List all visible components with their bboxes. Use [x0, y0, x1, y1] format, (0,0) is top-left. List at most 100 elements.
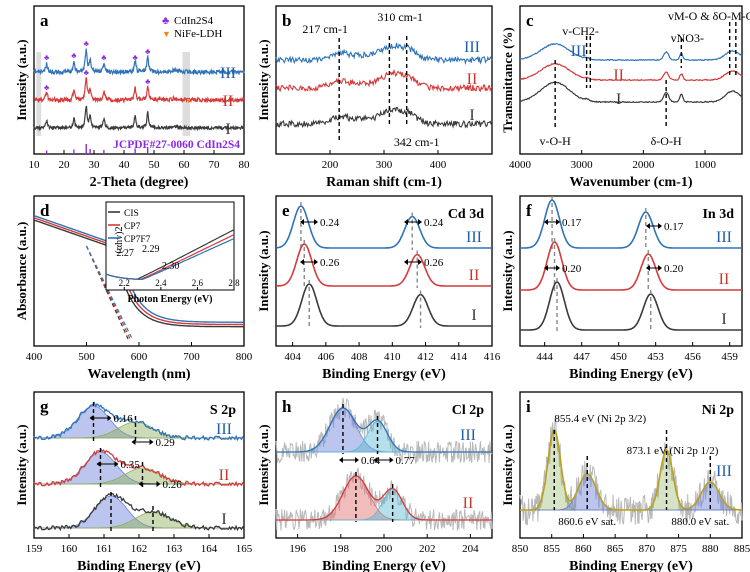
panel-title: S 2p: [210, 403, 236, 418]
panel-letter-g: g: [40, 397, 49, 416]
legend-label: CdIn2S4: [174, 15, 214, 27]
highlight-band: [182, 52, 190, 136]
shift-arrow: [544, 219, 548, 225]
shift-arrow: [300, 259, 304, 265]
series-label: III: [716, 229, 732, 246]
x-tick-label: 404: [284, 351, 301, 363]
x-tick-label: 600: [131, 351, 148, 363]
shift-arrow: [418, 219, 422, 225]
legend-label: CP7: [124, 222, 141, 232]
y-axis-label: Absorbance (a.u.): [14, 222, 29, 321]
panel-letter-a: a: [40, 11, 49, 30]
x-tick-label: 3000: [571, 159, 594, 171]
panel-frame-a: [33, 5, 245, 155]
x-tick-label: 2000: [632, 159, 655, 171]
legend-icon-nife: ▼: [162, 29, 171, 39]
shift-arrow: [389, 457, 394, 463]
panel-frame-c: [519, 5, 743, 155]
x-tick-label: 700: [183, 351, 200, 363]
shift-arrow: [338, 457, 343, 463]
inset-frame: [105, 201, 235, 291]
x-tick-label: 162: [131, 543, 148, 555]
shift-arrow: [658, 265, 662, 271]
band-label: δ-O-H: [651, 134, 682, 148]
bandgap-label: 2.30: [162, 261, 180, 272]
shift-arrow: [114, 461, 119, 467]
panel-frame-f: [519, 195, 743, 347]
x-tick-label: 164: [201, 543, 218, 555]
y-axis-label: Intensity (a.u.): [256, 424, 271, 505]
series-label: II: [223, 93, 234, 110]
cdin2s4-marker: ♣: [44, 83, 50, 92]
cdin2s4-marker: ♣: [101, 53, 107, 62]
x-tick-label: 20: [59, 159, 71, 171]
shift-arrow: [646, 265, 650, 271]
y-axis-label: Intensity (a.u.): [14, 424, 29, 505]
shift-arrow: [373, 457, 378, 463]
shift-arrow: [404, 259, 408, 265]
series-label: III: [216, 421, 232, 438]
x-tick-label: 400: [430, 159, 447, 171]
x-tick-label: 161: [96, 543, 113, 555]
x-tick-label: 500: [78, 351, 95, 363]
band-label: vNO3-: [671, 31, 704, 45]
peak-label: 880.0 eV sat.: [671, 516, 729, 528]
shift-value: 0.17: [562, 217, 582, 229]
series-label: III: [466, 229, 482, 246]
series-label: I: [721, 311, 726, 328]
legend-label: CP7F7: [124, 235, 151, 245]
series-label: III: [716, 463, 732, 480]
x-tick-label: 80: [239, 159, 251, 171]
ftir-line-III: [519, 42, 743, 62]
panel-title: Cd 3d: [448, 207, 484, 222]
x-tick-label: 447: [573, 351, 590, 363]
x-tick-label: 200: [322, 159, 339, 171]
shift-arrow: [556, 219, 560, 225]
raw-data-noise: [275, 397, 493, 465]
series-label: II: [463, 495, 474, 512]
absorbance-line-III: [33, 214, 244, 323]
x-tick-label: 165: [236, 543, 253, 555]
x-axis-label: Binding Energy (eV): [77, 559, 201, 572]
series-label: I: [471, 307, 476, 324]
tangent-line: [85, 245, 134, 341]
peak-label: 860.6 eV sat.: [558, 516, 616, 528]
band-label: vM-O & δO-M-O: [668, 9, 750, 23]
x-axis-label: Binding Energy (eV): [569, 559, 693, 572]
inset-tick-label: 2.8: [228, 278, 240, 288]
series-label: III: [460, 427, 476, 444]
series-label: II: [467, 71, 478, 88]
shift-arrow: [354, 457, 359, 463]
shift-arrow: [149, 439, 154, 445]
x-tick-label: 416: [484, 351, 501, 363]
inset-curve: [105, 237, 235, 280]
peak-label: 855.4 eV (Ni 2p 3/2): [554, 413, 646, 425]
panel-title: Cl 2p: [452, 403, 485, 418]
xps-line-I: [276, 283, 492, 327]
shift-value: 0.26: [320, 257, 340, 269]
y-axis-label: Intensity (a.u.): [500, 230, 515, 311]
peak-label: 217 cm-1: [302, 22, 348, 36]
cdin2s4-marker: ♣: [145, 47, 151, 56]
shift-value: 0.24: [424, 217, 444, 229]
x-tick-label: 50: [149, 159, 161, 171]
x-tick-label: 456: [684, 351, 701, 363]
series-label: I: [616, 91, 621, 108]
x-tick-label: 800: [236, 351, 253, 363]
shift-arrow: [156, 481, 161, 487]
xrd-line-II: [33, 77, 245, 104]
highlight-band: [36, 52, 42, 136]
x-axis-label: Binding Energy (eV): [322, 559, 446, 572]
x-tick-label: 40: [119, 159, 131, 171]
x-tick-label: 10: [29, 159, 41, 171]
peak-label: 310 cm-1: [377, 10, 423, 24]
x-tick-label: 60: [179, 159, 191, 171]
band-label: v-CH2-: [562, 24, 599, 38]
series-label: II: [219, 467, 230, 484]
shift-arrow: [107, 415, 112, 421]
x-tick-label: 70: [209, 159, 221, 171]
x-tick-label: 875: [670, 543, 687, 555]
x-tick-label: 410: [384, 351, 401, 363]
x-tick-label: 406: [318, 351, 335, 363]
series-label: I: [469, 107, 474, 124]
